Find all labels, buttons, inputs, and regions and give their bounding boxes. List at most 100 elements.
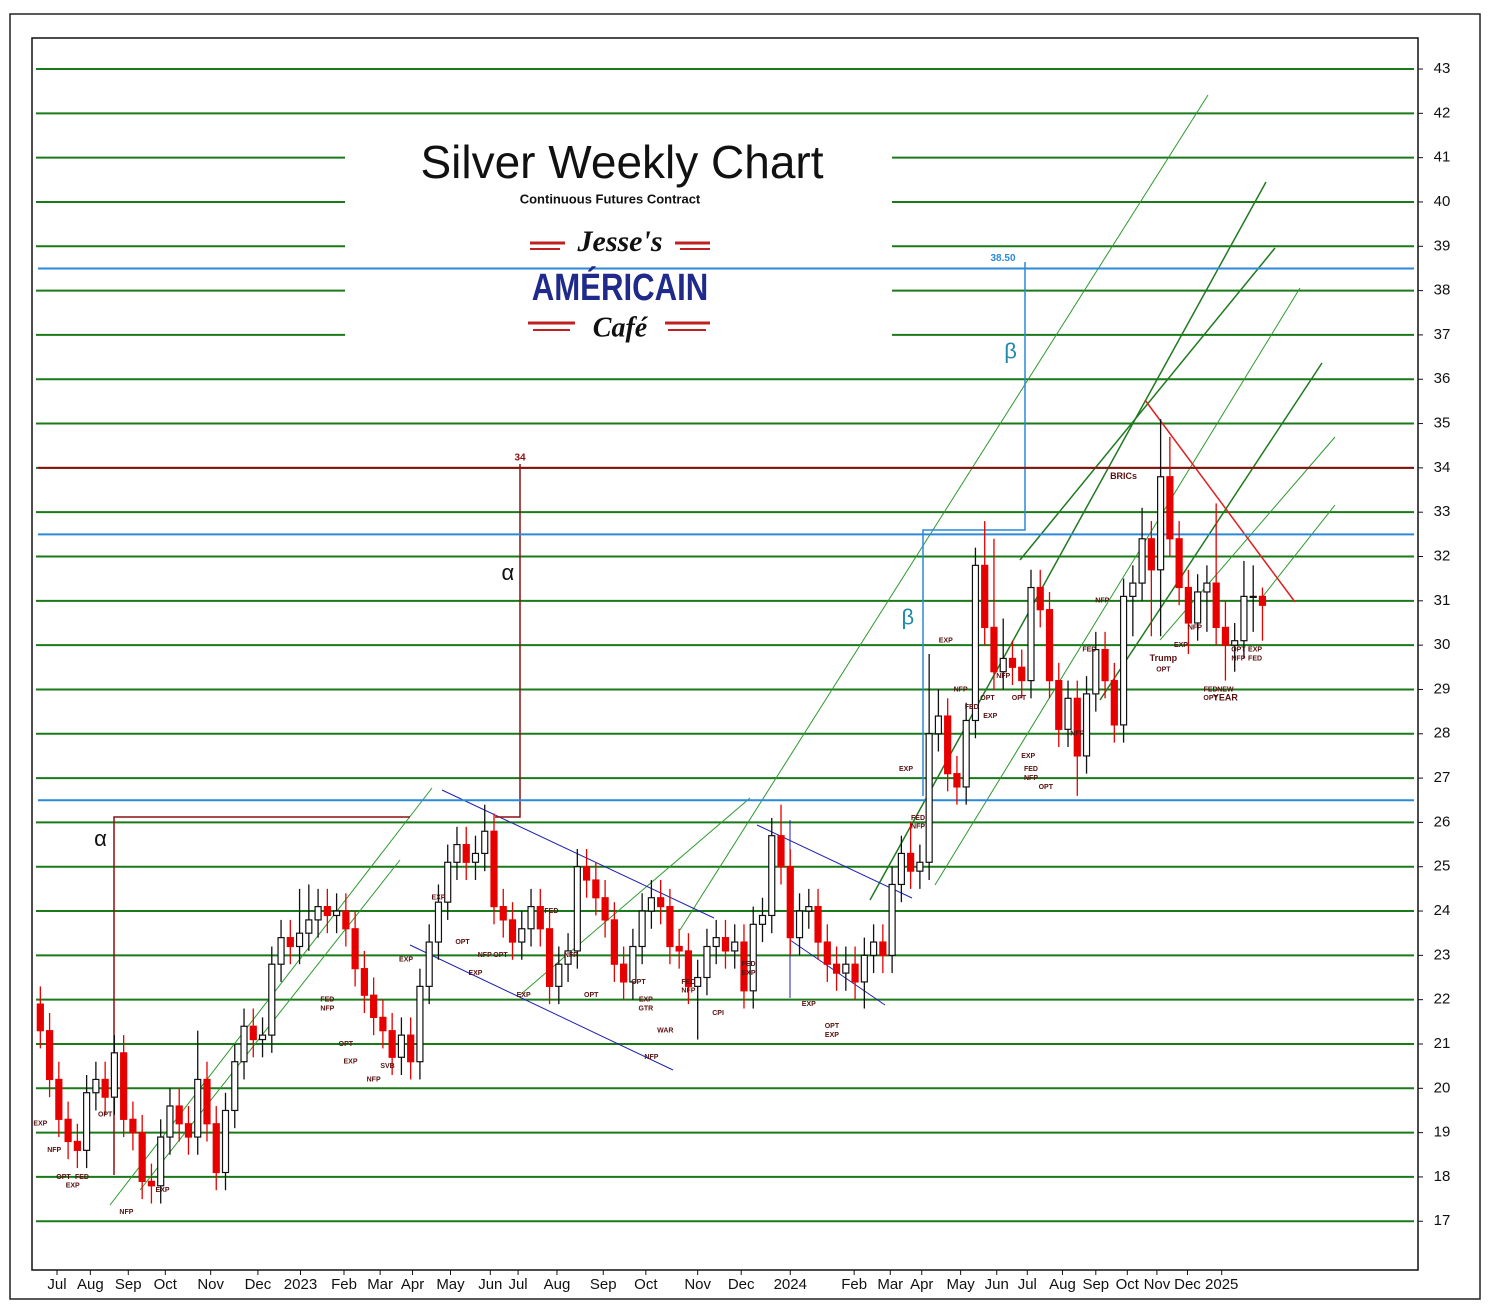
- x-tick-label: Aug: [1049, 1276, 1076, 1293]
- annotation: OPT: [1231, 646, 1246, 653]
- x-tick-label: Dec: [1174, 1276, 1201, 1293]
- candle-body: [434, 901, 443, 943]
- x-tick-label: 2024: [774, 1276, 807, 1293]
- candle-body: [731, 941, 739, 952]
- y-tick-label: 20: [1434, 1079, 1451, 1096]
- x-tick-label: Sep: [115, 1276, 142, 1293]
- candle-body: [1036, 586, 1044, 611]
- candle-body: [675, 945, 683, 952]
- y-tick-label: 25: [1434, 858, 1451, 875]
- annotation: NFP: [1070, 731, 1084, 738]
- candle-body: [638, 910, 646, 948]
- annotation: NFP: [911, 824, 925, 831]
- annotation: OPT: [339, 1041, 354, 1048]
- candle-body: [1157, 476, 1165, 571]
- annotation: NFP: [320, 1005, 334, 1012]
- annotation: OPT: [56, 1174, 71, 1181]
- annotation: GTR: [638, 1005, 653, 1012]
- annotation: FED: [911, 815, 925, 822]
- logo-top: Jesse's: [577, 225, 663, 258]
- candle-body: [397, 1034, 406, 1058]
- candle-body: [823, 941, 831, 965]
- y-tick-label: 42: [1434, 104, 1451, 121]
- candle-body: [295, 932, 304, 948]
- alpha-bracket: [495, 464, 521, 818]
- candle-body: [425, 941, 433, 987]
- y-tick-label: 40: [1434, 193, 1451, 210]
- candle-body: [962, 719, 970, 788]
- candle-body: [944, 715, 952, 775]
- candle-body: [157, 1136, 165, 1187]
- x-tick-label: Oct: [1116, 1276, 1140, 1293]
- candle-body: [601, 897, 609, 921]
- reference-label: 34: [514, 453, 526, 464]
- candle-body: [268, 963, 276, 1036]
- y-tick-label: 26: [1434, 813, 1451, 830]
- annotation: EXP: [983, 713, 997, 720]
- annotation: CPI: [712, 1010, 724, 1017]
- x-tick-label: Nov: [1144, 1276, 1171, 1293]
- annotation: OPT: [825, 1023, 840, 1030]
- x-tick-label: Sep: [1082, 1276, 1109, 1293]
- candle-body: [953, 773, 961, 788]
- trendline: [934, 287, 1301, 886]
- candle-body: [814, 906, 822, 943]
- candle-body: [1073, 697, 1081, 757]
- candle-body: [610, 919, 618, 965]
- candle-body: [92, 1078, 100, 1094]
- annotation: EXP: [1021, 753, 1035, 760]
- candle-body: [721, 937, 730, 952]
- annotation: OPT: [493, 952, 508, 959]
- annotation: NFP: [564, 952, 578, 959]
- chart-subtitle: Continuous Futures Contract: [520, 191, 701, 206]
- candle-body: [703, 945, 711, 979]
- x-tick-label: Jun: [478, 1276, 502, 1293]
- candle-body: [999, 657, 1007, 673]
- y-tick-label: 32: [1434, 547, 1451, 564]
- annotation: FED: [1204, 686, 1218, 693]
- candle-body: [1129, 582, 1137, 597]
- candle-body: [592, 879, 600, 899]
- annotation: NFP: [119, 1209, 133, 1216]
- candle-body: [1101, 648, 1109, 682]
- annotation: FED: [1248, 655, 1262, 662]
- y-tick-label: 34: [1434, 459, 1451, 476]
- candle-body: [555, 963, 563, 987]
- y-tick-label: 30: [1434, 636, 1451, 653]
- candle-body: [333, 910, 341, 917]
- y-tick-label: 22: [1434, 991, 1451, 1008]
- candle-body: [1008, 657, 1017, 668]
- annotation: EXP: [802, 1001, 816, 1008]
- candle-body: [379, 1016, 387, 1032]
- x-tick-label: May: [946, 1276, 975, 1293]
- annotation: NFP: [1231, 655, 1245, 662]
- y-tick-label: 33: [1434, 503, 1451, 520]
- annotation: OPT: [980, 695, 995, 702]
- candle-body: [518, 928, 526, 943]
- candle-body: [1203, 582, 1211, 593]
- candle-body: [916, 861, 924, 872]
- candle-body: [351, 928, 359, 970]
- candle-body: [1064, 697, 1072, 730]
- candle-body: [499, 906, 507, 921]
- y-tick-label: 28: [1434, 725, 1451, 742]
- candle-body: [925, 733, 933, 863]
- annotation: EXP: [156, 1187, 170, 1194]
- candle-body: [620, 963, 628, 983]
- candle-body: [129, 1118, 137, 1134]
- annotation: EXP: [468, 970, 482, 977]
- candle-body: [249, 1025, 257, 1041]
- candle-body: [314, 906, 322, 921]
- candle-body: [1231, 640, 1239, 646]
- annotation: OPT: [1203, 695, 1218, 702]
- candle-body: [666, 906, 674, 948]
- annotation: NFP: [954, 686, 968, 693]
- annotation: OPT: [631, 979, 646, 986]
- candle-body: [582, 866, 591, 881]
- annotation: FED: [742, 961, 756, 968]
- candle-body: [453, 843, 461, 863]
- logo: Jesse's AMÉRICAIN Café: [528, 225, 710, 343]
- y-tick-label: 41: [1434, 149, 1451, 166]
- y-tick-label: 23: [1434, 946, 1451, 963]
